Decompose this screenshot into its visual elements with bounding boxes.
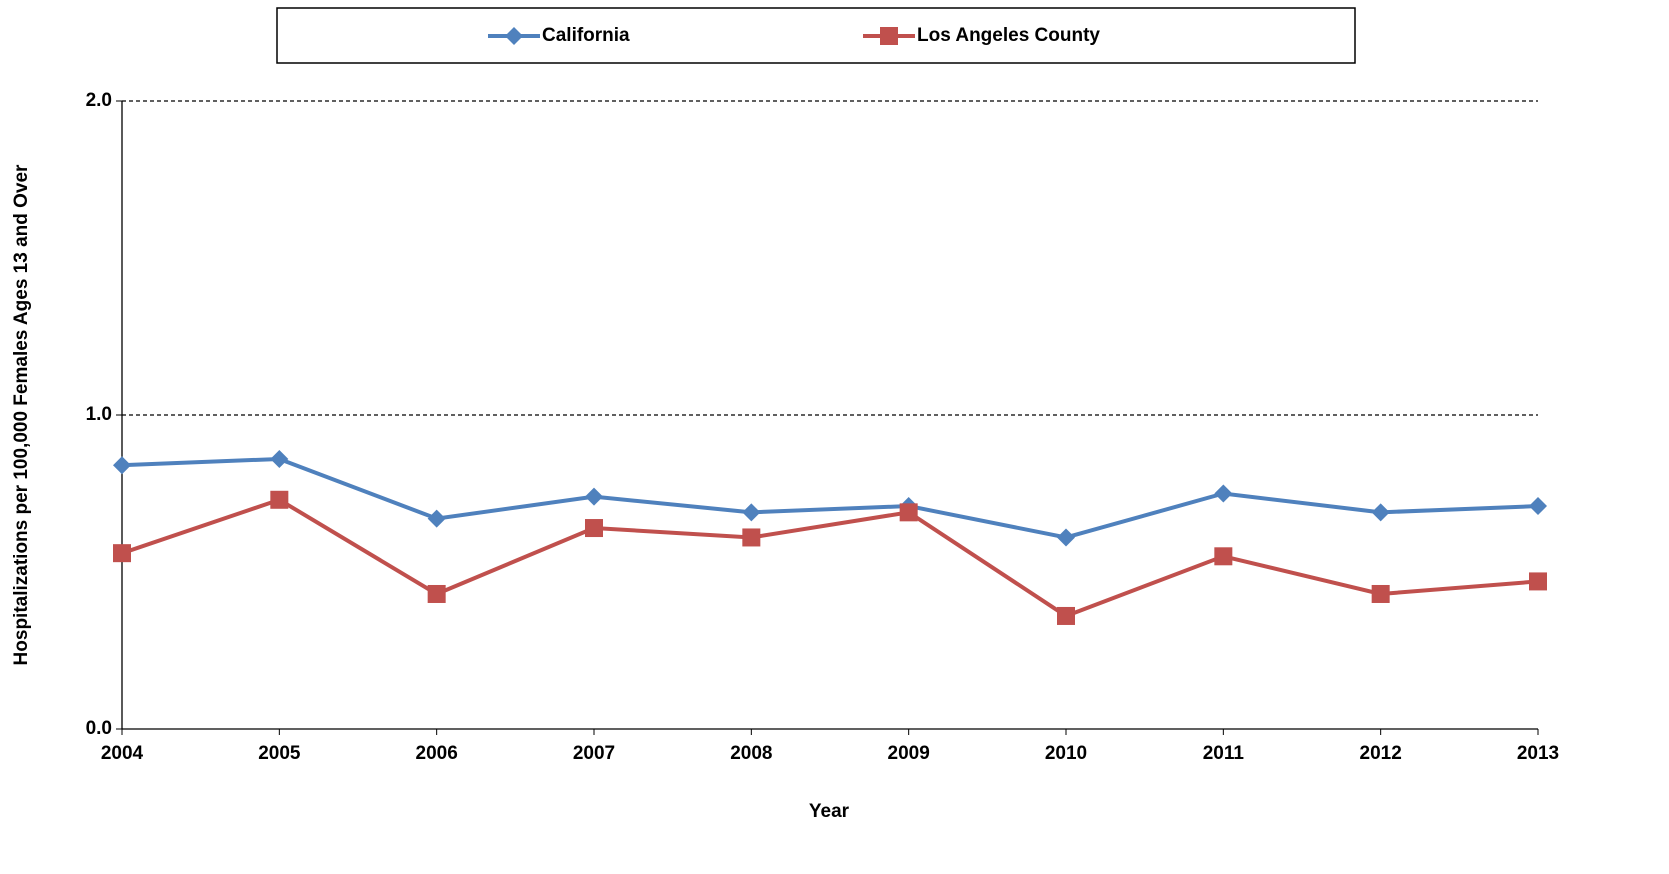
point bbox=[1529, 572, 1547, 591]
point bbox=[270, 449, 289, 468]
point bbox=[113, 456, 131, 475]
point bbox=[880, 27, 898, 45]
x-tick-label: 2008 bbox=[730, 743, 772, 764]
y-tick-label: 0.0 bbox=[86, 718, 112, 739]
y-tick-label: 2.0 bbox=[86, 90, 112, 111]
y-tick-label: 1.0 bbox=[86, 404, 112, 425]
point bbox=[1214, 547, 1233, 566]
point bbox=[899, 503, 918, 522]
x-tick-label: 2006 bbox=[416, 743, 458, 764]
x-tick-label: 2012 bbox=[1360, 743, 1402, 764]
x-tick-label: 2004 bbox=[101, 743, 144, 764]
x-tick-label: 2013 bbox=[1517, 743, 1559, 764]
x-tick-label: 2011 bbox=[1203, 743, 1245, 764]
point bbox=[1057, 606, 1075, 625]
point bbox=[1371, 584, 1390, 603]
point bbox=[1214, 484, 1233, 503]
point bbox=[585, 519, 603, 538]
point bbox=[270, 490, 289, 509]
point bbox=[113, 544, 131, 563]
x-tick-label: 2009 bbox=[888, 743, 930, 764]
point bbox=[1057, 528, 1075, 547]
point bbox=[427, 584, 446, 603]
point bbox=[427, 509, 446, 528]
point bbox=[742, 503, 761, 522]
legend-label: California bbox=[542, 25, 630, 46]
series-line bbox=[121, 456, 1539, 540]
legend-box bbox=[276, 7, 1356, 64]
legend-label: Los Angeles County bbox=[917, 25, 1100, 46]
point bbox=[742, 528, 761, 547]
y-axis-title: Hospitalizations per 100,000 Females Age… bbox=[11, 164, 32, 666]
point bbox=[1371, 503, 1390, 522]
x-tick-label: 2007 bbox=[573, 743, 615, 764]
series-line bbox=[121, 497, 1539, 619]
x-axis-title: Year bbox=[809, 801, 850, 822]
point bbox=[1529, 497, 1547, 516]
x-tick-label: 2010 bbox=[1045, 743, 1087, 764]
point bbox=[505, 27, 523, 45]
point bbox=[585, 487, 603, 506]
x-tick-label: 2005 bbox=[258, 743, 301, 764]
